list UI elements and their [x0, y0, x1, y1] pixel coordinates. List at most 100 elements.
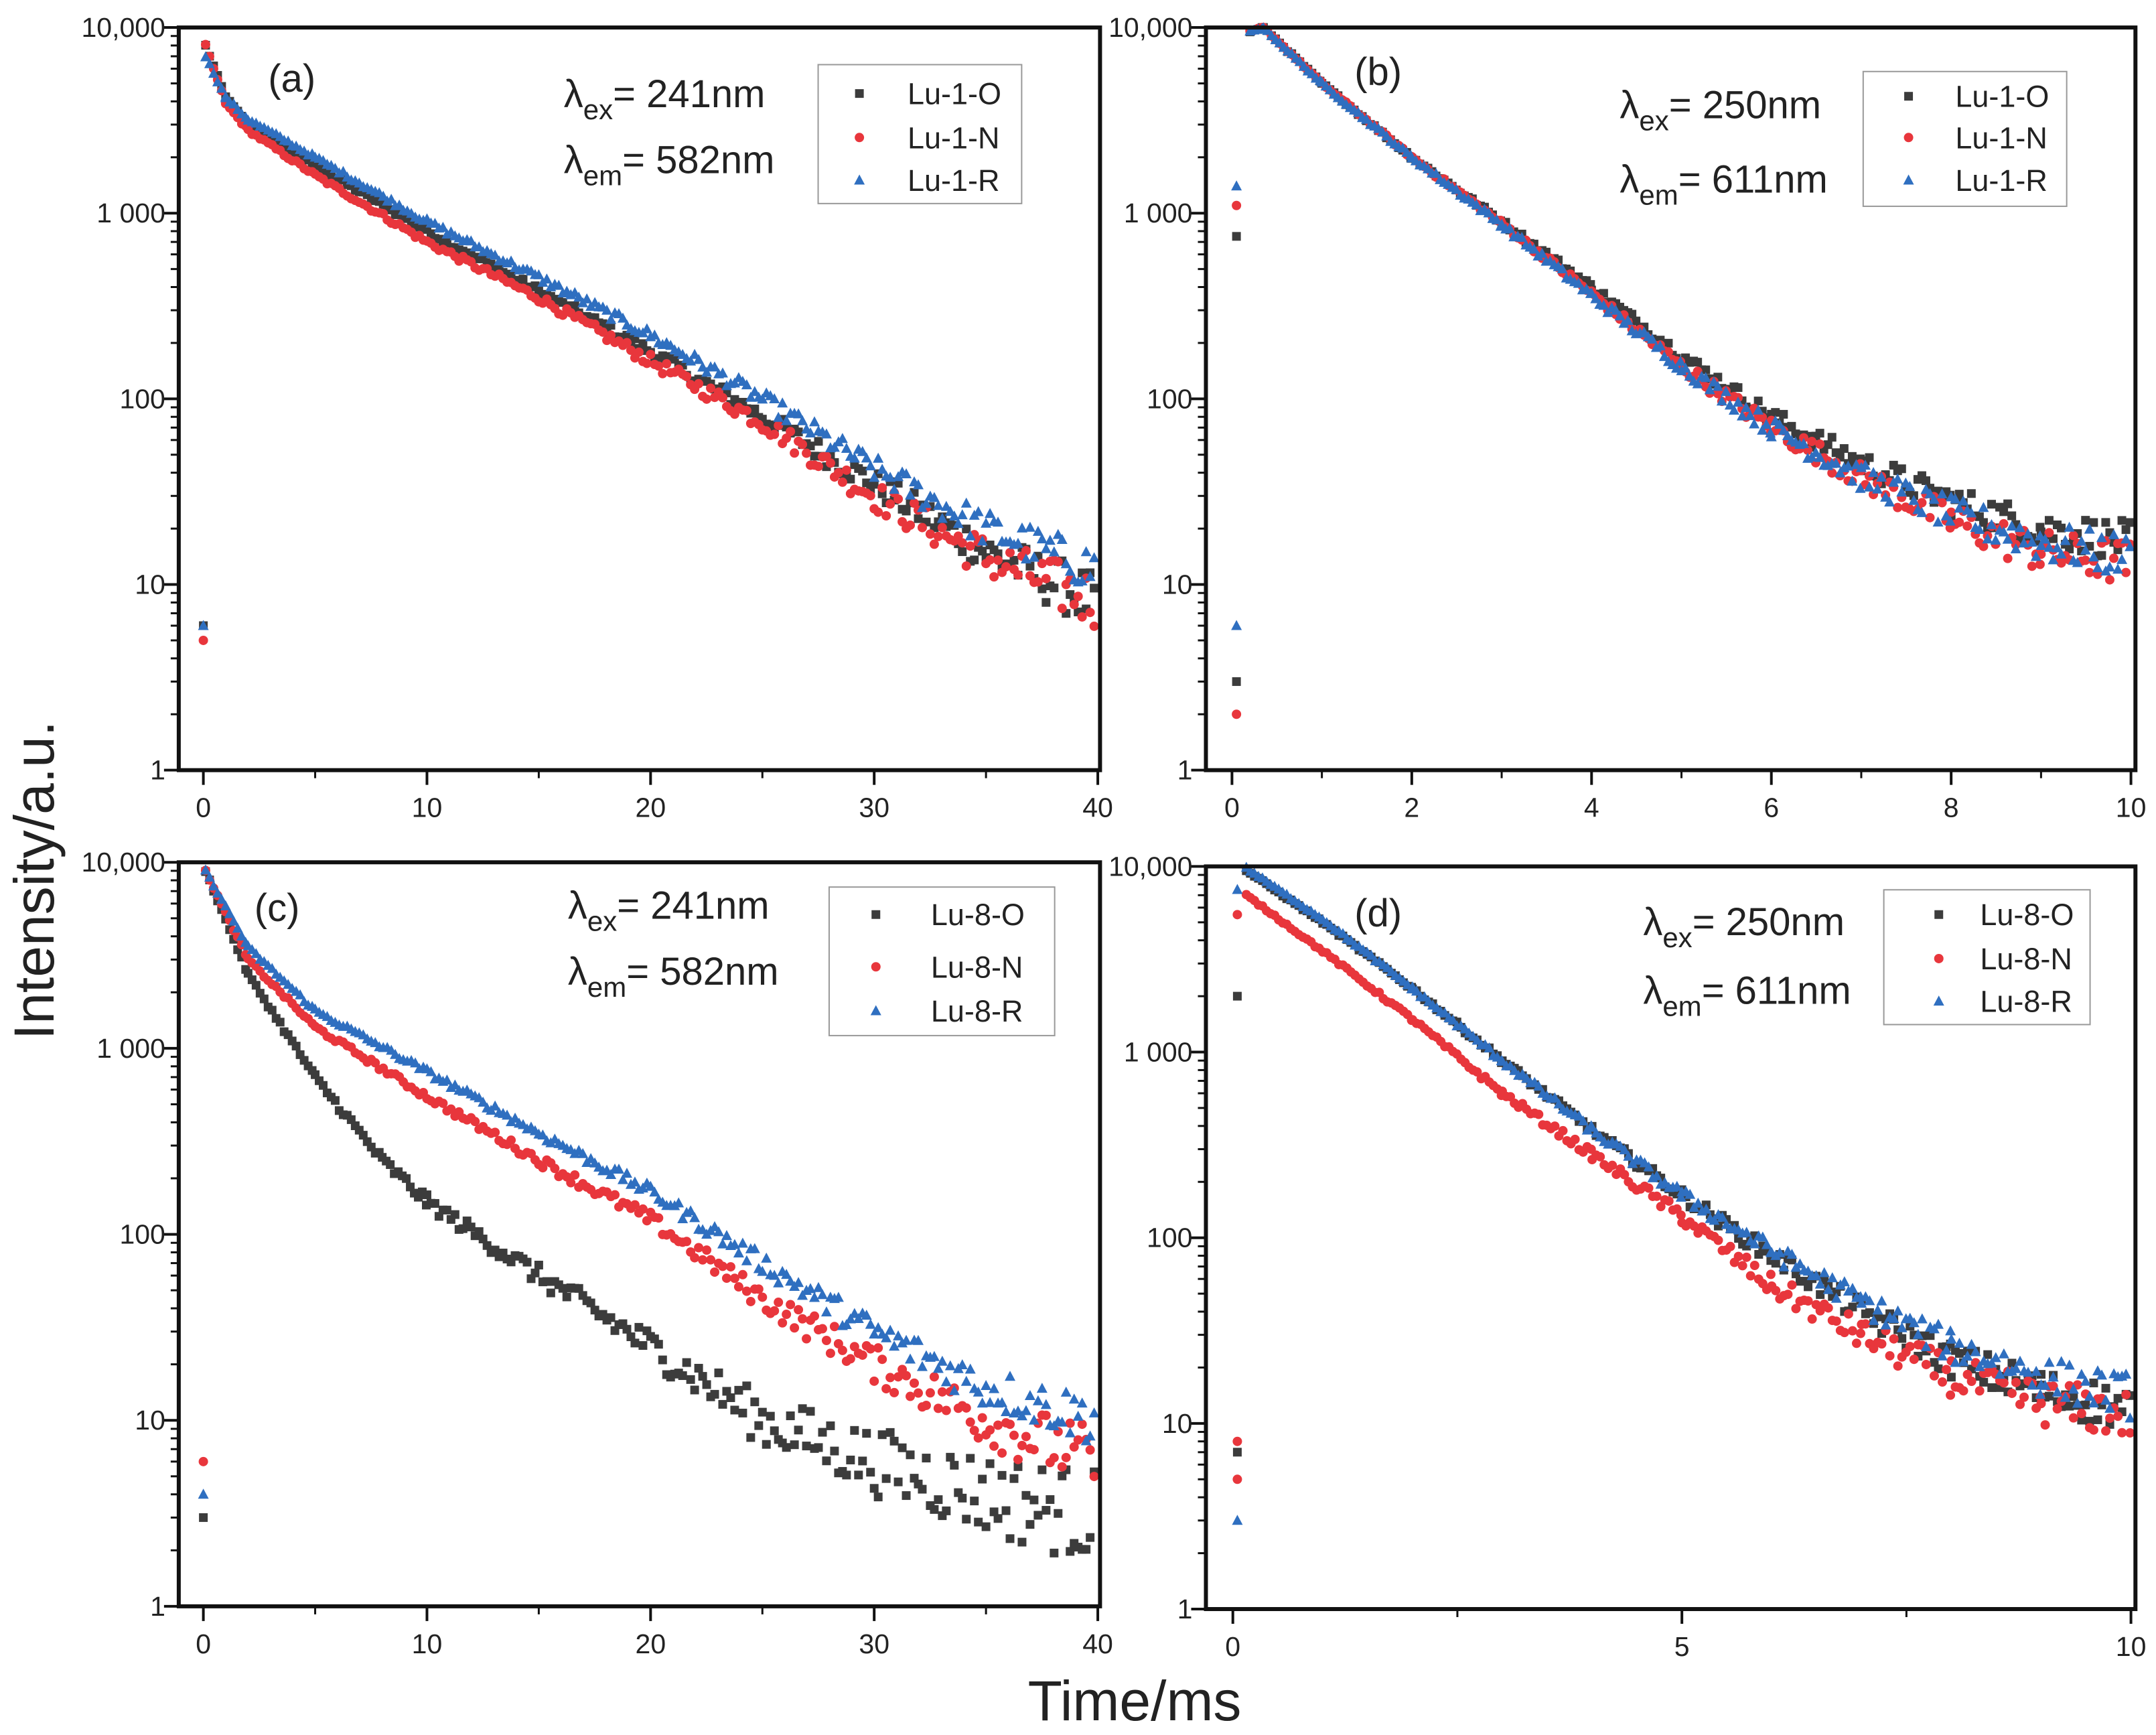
y-tick-label: 10,000: [1108, 12, 1192, 43]
data-point: [746, 1433, 756, 1442]
data-point: [781, 415, 792, 425]
data-point: [1085, 608, 1095, 618]
data-point: [2056, 548, 2067, 559]
data-point: [2035, 539, 2047, 550]
data-point: [1040, 543, 1052, 553]
data-point: [1893, 502, 1903, 512]
data-point: [2007, 511, 2017, 520]
data-point: [2121, 533, 2132, 544]
data-point: [1012, 537, 1023, 548]
data-point: [2019, 1392, 2029, 1402]
x-tick-label: 0: [1224, 792, 1240, 823]
data-point: [686, 1375, 695, 1384]
data-point: [865, 1344, 875, 1354]
data-point: [865, 1318, 876, 1329]
data-point: [1069, 600, 1079, 610]
data-point: [1865, 453, 1874, 462]
data-point: [910, 1378, 920, 1388]
data-point: [774, 1298, 784, 1308]
data-point: [962, 525, 971, 534]
data-point: [2002, 533, 2013, 544]
wavelength-value: = 250nm: [1669, 84, 1821, 127]
data-point: [1934, 1364, 1943, 1373]
data-point: [1262, 25, 1273, 36]
data-point: [1994, 1369, 2005, 1379]
data-point: [786, 1411, 795, 1421]
data-point: [1558, 1125, 1568, 1135]
y-tick-label: 10: [135, 569, 165, 600]
data-point: [958, 547, 967, 557]
data-point: [601, 304, 613, 315]
data-point: [682, 1358, 691, 1367]
data-point: [1909, 1355, 1919, 1365]
data-point: [1950, 493, 1961, 504]
data-point: [1998, 1348, 2009, 1359]
data-point: [1549, 1092, 1561, 1103]
data-point: [1009, 1430, 1019, 1440]
data-point: [717, 393, 727, 403]
data-point: [873, 1322, 884, 1332]
legend-label: Lu-8-O: [931, 898, 1025, 932]
data-point: [1843, 460, 1854, 471]
data-point: [1830, 1292, 1842, 1303]
data-point: [797, 415, 808, 425]
data-point: [658, 368, 668, 378]
data-point: [889, 1340, 900, 1351]
data-point: [490, 1127, 500, 1137]
data-point: [1360, 113, 1372, 124]
data-point: [1041, 598, 1051, 607]
data-point: [2088, 1425, 2098, 1435]
data-point: [1085, 1445, 1095, 1455]
data-point: [1864, 481, 1875, 492]
data-point: [1880, 1319, 1891, 1330]
data-point: [2104, 575, 2114, 585]
data-point: [837, 433, 848, 443]
data-point: [534, 1260, 543, 1269]
data-point: [1013, 1454, 1023, 1464]
y-tick-label: 10: [1162, 1408, 1193, 1439]
data-point: [893, 1330, 904, 1340]
data-point: [654, 1340, 663, 1349]
data-point: [1656, 1202, 1666, 1212]
x-tick-label: 30: [859, 1628, 889, 1659]
data-point: [1990, 1352, 2001, 1363]
data-point: [1005, 1419, 1015, 1430]
data-point: [1084, 571, 1096, 581]
y-tick-label: 1 000: [1124, 198, 1193, 228]
data-point: [1595, 1152, 1605, 1162]
legend-marker: [1933, 995, 1944, 1006]
data-point: [1771, 1259, 1780, 1268]
data-point: [920, 498, 932, 508]
data-point: [1232, 884, 1243, 894]
data-point: [1831, 1316, 1841, 1326]
data-point: [2105, 1413, 2115, 1424]
data-point: [1761, 419, 1772, 429]
data-point: [932, 500, 944, 510]
data-point: [713, 1226, 725, 1237]
data-point: [1684, 370, 1695, 381]
data-point: [1868, 1314, 1879, 1325]
data-point: [737, 1269, 747, 1279]
data-point: [798, 1314, 808, 1324]
data-point: [251, 981, 261, 990]
data-point: [734, 1385, 743, 1395]
data-point: [1689, 1221, 1699, 1231]
data-point: [810, 452, 819, 461]
data-point: [912, 1334, 924, 1345]
data-point: [814, 1443, 823, 1452]
data-point: [1701, 1203, 1712, 1214]
data-point: [1741, 1227, 1752, 1237]
data-point: [993, 555, 1003, 565]
y-tick-label: 10: [135, 1405, 165, 1436]
data-point: [1987, 1383, 1997, 1392]
data-point: [1536, 247, 1548, 258]
data-point: [833, 468, 843, 478]
data-point: [1745, 410, 1756, 421]
data-point: [709, 1221, 721, 1231]
data-point: [1053, 557, 1063, 567]
data-point: [858, 466, 867, 476]
legend: Lu-1-O Lu-1-N Lu-1-R: [1862, 70, 2068, 207]
data-point: [1704, 384, 1715, 395]
data-point: [1999, 518, 2009, 529]
